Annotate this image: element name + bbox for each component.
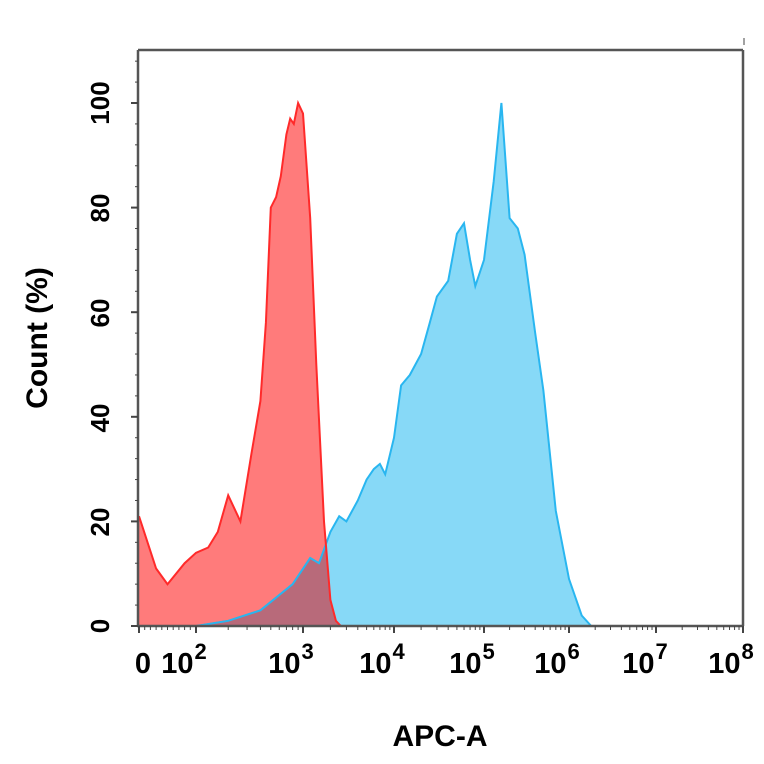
x-tick-label-1e3: 103 [268, 639, 314, 680]
y-tick-label-0: 0 [85, 619, 115, 633]
x-tick-label-1e5: 105 [449, 639, 495, 680]
y-tick-label-60: 60 [85, 299, 115, 328]
x-tick-label-1e6: 106 [534, 639, 580, 680]
y-tick-label-100: 100 [85, 81, 115, 124]
y-axis-ticks [131, 60, 138, 627]
x-tick-label-1e7: 107 [622, 639, 668, 680]
x-tick-label-0: 0 [135, 648, 151, 680]
y-tick-label-80: 80 [85, 194, 115, 223]
x-tick-label-1e4: 104 [359, 639, 405, 680]
y-axis-title: Count (%) [21, 267, 54, 409]
x-axis-ticks [138, 626, 744, 633]
stained-sample-histogram-fill [196, 103, 592, 626]
y-tick-label-20: 20 [85, 508, 115, 537]
negative-control-histogram-fill [139, 103, 347, 626]
x-tick-label-1e2: 102 [161, 639, 207, 680]
plot-area [136, 38, 745, 628]
y-tick-label-40: 40 [85, 404, 115, 433]
x-tick-label-1e8: 108 [708, 639, 754, 680]
x-axis-title: APC-A [393, 720, 488, 753]
stained-sample-histogram-line [195, 102, 592, 627]
negative-control-histogram-line [138, 99, 347, 627]
x-axis-tick-labels: 0 102 103 104 105 106 107 108 [135, 639, 754, 680]
y-axis-tick-labels: 0 20 40 60 80 100 [85, 81, 115, 633]
